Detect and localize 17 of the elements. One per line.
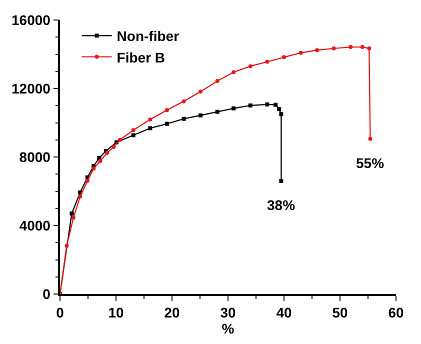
- x-tick-label: 10: [108, 304, 124, 321]
- y-tick-label: 8000: [19, 148, 51, 165]
- x-tick-label: 50: [332, 304, 348, 321]
- x-tick-label: 40: [276, 304, 292, 321]
- y-tick-label: 0: [42, 286, 51, 302]
- annotation: 38%: [267, 197, 296, 213]
- x-axis-title: %: [222, 320, 235, 337]
- legend-label: Non-fiber: [116, 28, 180, 44]
- x-tick-label: 0: [56, 304, 64, 321]
- annotation: 55%: [356, 155, 385, 171]
- y-tick-label: 4000: [19, 217, 51, 234]
- y-tick-label: 16000: [12, 12, 51, 28]
- x-tick-label: 60: [388, 304, 404, 321]
- x-tick-label: 30: [220, 304, 236, 321]
- x-tick-label: 20: [164, 304, 180, 321]
- y-tick-label: 12000: [12, 80, 51, 96]
- legend-label: Fiber B: [116, 49, 166, 66]
